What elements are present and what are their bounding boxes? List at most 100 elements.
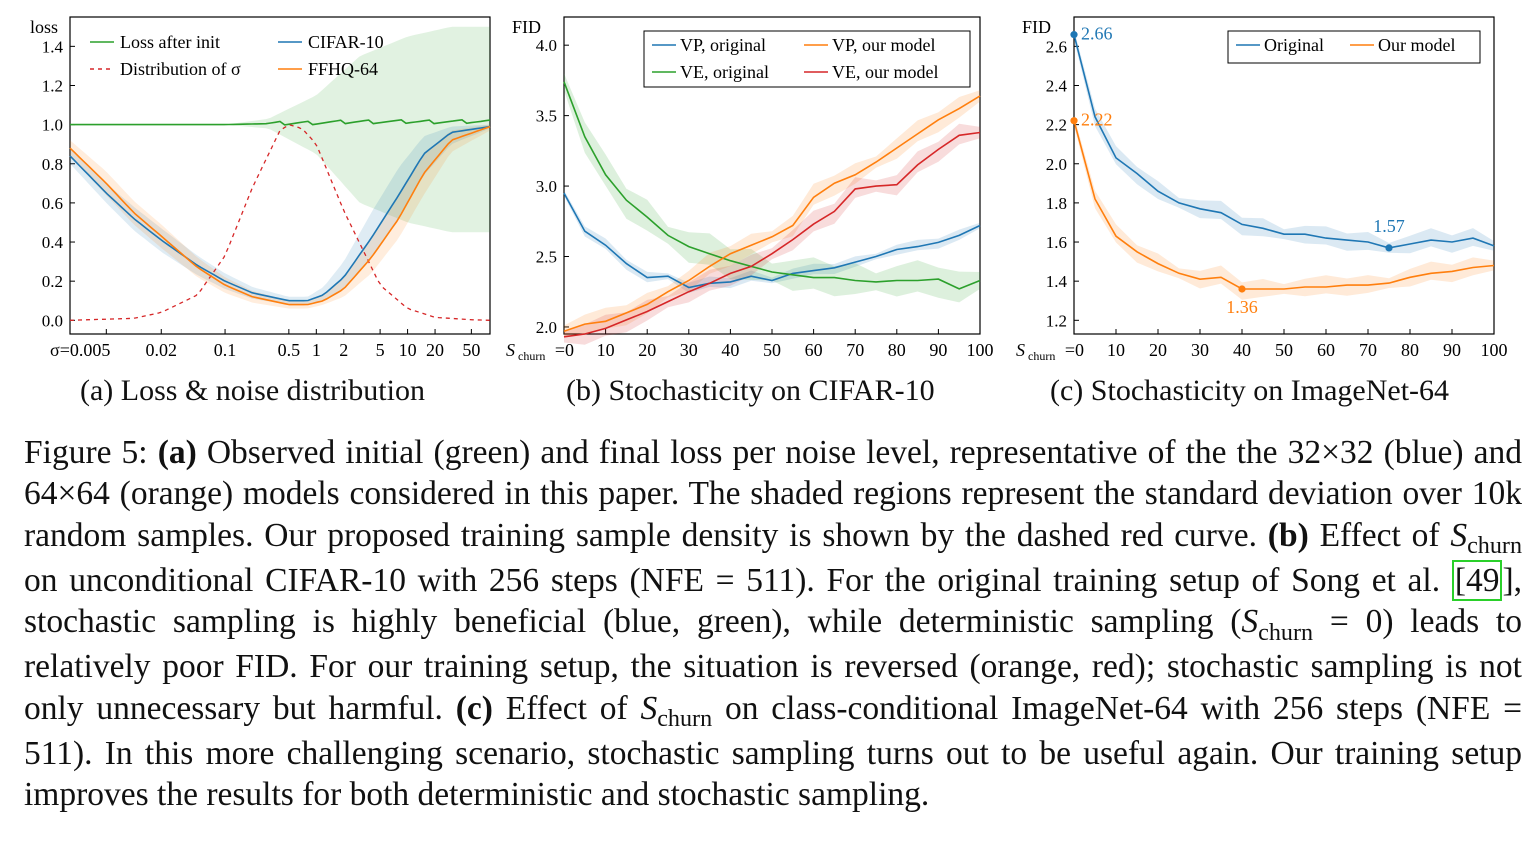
panel-a-band-loss-after-init [70, 26, 490, 233]
panel-b-line-vp-original [563, 192, 981, 289]
panel-a-y-tick-label: 1.2 [42, 76, 63, 95]
panel-c-x-tick-label: 10 [1107, 340, 1125, 360]
panel-b-line-ve-our-model [563, 131, 981, 338]
panel-b-band-ve-our-model [564, 123, 980, 345]
panel-b-line-vp-our-model [563, 95, 981, 332]
panel-c-annotation-label: 2.66 [1081, 24, 1113, 44]
panel-c-marker [1385, 244, 1393, 252]
panel-a-y-tick-label: 0.8 [42, 155, 63, 174]
panel-a-line-cifar-10 [69, 125, 491, 302]
s-churn-symbol: S [1450, 516, 1468, 554]
panel-c-y-tick-label: 1.8 [1046, 194, 1067, 213]
panel-b-x-tick-label: 100 [967, 340, 994, 360]
panel-b-xlabel-symbol: S [506, 340, 515, 360]
panel-c-x-tick-label: 20 [1149, 340, 1167, 360]
panel-b-legend-label: VP, our model [832, 35, 936, 55]
panel-c-x-tick-label: 90 [1443, 340, 1461, 360]
panel-a-x-tick-label: σ=0.005 [50, 340, 110, 360]
panel-a-x-tick-label: 20 [426, 340, 444, 360]
panel-b-x-tick-label: 30 [680, 340, 698, 360]
caption-b-text-3: , stochastic sampling is highly benefici… [24, 561, 1522, 641]
panel-a-x-tick-label: 1 [312, 340, 321, 360]
panel-a-y-tick-label: 0.6 [42, 194, 63, 213]
panel-b-x-tick-label: 60 [805, 340, 823, 360]
panel-b-caption: (b) Stochasticity on CIFAR-10 [566, 374, 935, 407]
panel-a-line-loss-after-init [70, 118, 491, 126]
panel-c-annotation-label: 1.57 [1373, 216, 1405, 236]
panel-c-y-tick-label: 1.2 [1046, 311, 1067, 330]
panel-b-x-tick-label: 90 [929, 340, 947, 360]
panel-a-legend-label: Loss after init [120, 32, 220, 52]
caption-b-text-4: = 0) leads to relatively poor FID. For o… [24, 603, 1522, 727]
panel-c-annotation-label: 2.22 [1081, 110, 1113, 130]
panel-b-x-tick-label: 40 [721, 340, 739, 360]
caption-b-text-2: on unconditional CIFAR-10 with 256 steps… [24, 561, 1452, 599]
panel-b-y-tick-label: 3.0 [536, 177, 557, 196]
panel-b-y-tick-label: 3.5 [536, 107, 557, 126]
panel-b-y-tick-label: 2.0 [536, 318, 557, 337]
panel-a-x-tick-label: 0.5 [278, 340, 301, 360]
panel-c-y-tick-label: 1.6 [1046, 233, 1067, 252]
panel-a-legend-label: Distribution of σ [120, 59, 241, 79]
panel-a-x-tick-label: 0.02 [146, 340, 178, 360]
panel-a-legend-label: CIFAR-10 [308, 32, 384, 52]
caption-b-text-1: Effect of [1308, 516, 1451, 554]
panel-c-line-our-model [1073, 120, 1495, 290]
panel-a-x-tick-label: 50 [462, 340, 480, 360]
citation-link[interactable]: [49 [1451, 559, 1503, 601]
panel-a-band-cifar-10 [70, 124, 490, 305]
panel-c-x-tick-label: 80 [1401, 340, 1419, 360]
panel-a-y-tick-label: 0.4 [42, 233, 64, 252]
panel-c-x-tick-label: 60 [1317, 340, 1335, 360]
s-churn-symbol: S [1241, 603, 1259, 641]
cite-number: 49 [1465, 561, 1500, 599]
panel-b-ylabel: FID [512, 17, 541, 37]
figure-label: Figure 5: [24, 434, 148, 471]
panel-c-xlabel-subscript: churn [1028, 349, 1055, 363]
panel-b-xlabel-subscript: churn [518, 349, 545, 363]
panel-c-marker [1238, 285, 1246, 293]
s-churn-symbol: S [640, 689, 658, 727]
panel-b-legend-label: VE, our model [832, 62, 938, 82]
panel-b-band-vp-our-model [564, 90, 980, 337]
panel-c-x-tick-label: 70 [1359, 340, 1377, 360]
panel-c-y-tick-label: 2.0 [1046, 155, 1067, 174]
panel-a-x-tick-label: 10 [399, 340, 417, 360]
panel-c-annotation-label: 1.36 [1226, 297, 1258, 317]
panel-b-x-tick-label: 80 [888, 340, 906, 360]
panel-c-y-tick-label: 2.4 [1046, 76, 1068, 95]
panel-c-marker [1070, 31, 1078, 39]
panel-a-ylabel: loss [30, 17, 58, 37]
panel-b-x-tick-label: 70 [846, 340, 864, 360]
panel-a-x-tick-label: 0.1 [214, 340, 237, 360]
s-churn-subscript: churn [1258, 619, 1314, 646]
panel-a-plot-frame [69, 16, 491, 335]
panel-a-legend-label: FFHQ-64 [308, 59, 378, 79]
panel-b-y-tick-label: 4.0 [536, 36, 557, 55]
panel-c-legend-box [1227, 30, 1481, 64]
panel-b-y-tick-label: 2.5 [536, 248, 557, 267]
panel-a-y-tick-label: 1.4 [42, 37, 64, 56]
panel-b-x-tick-label: 20 [638, 340, 656, 360]
panel-b-legend-label: VE, original [680, 62, 769, 82]
panel-c-caption: (c) Stochasticity on ImageNet-64 [1050, 374, 1450, 407]
caption-c-label: (c) [455, 689, 493, 727]
panel-b-line-ve-original [563, 81, 981, 290]
s-churn-subscript: churn [1467, 533, 1523, 560]
panel-b-x-tick-label: =0 [555, 340, 574, 360]
panel-c-xlabel-symbol: S [1016, 340, 1025, 360]
panel-b-x-tick-label: 10 [597, 340, 615, 360]
panel-a-y-tick-label: 0.0 [42, 311, 63, 330]
caption-c-text-1: Effect of [492, 689, 641, 727]
panel-c-x-tick-label: 40 [1233, 340, 1251, 360]
panel-a-x-tick-label: 5 [376, 340, 385, 360]
panel-a-y-tick-label: 1.0 [42, 116, 63, 135]
panel-c-x-tick-label: 50 [1275, 340, 1293, 360]
panel-a-line-ffhq-64 [69, 125, 491, 306]
panel-a-x-tick-label: 2 [339, 340, 348, 360]
panel-c-line-original [1073, 34, 1495, 249]
panel-c-y-tick-label: 2.2 [1046, 116, 1067, 135]
figure-caption: Figure 5: (a) Observed initial (green) a… [24, 432, 1522, 816]
